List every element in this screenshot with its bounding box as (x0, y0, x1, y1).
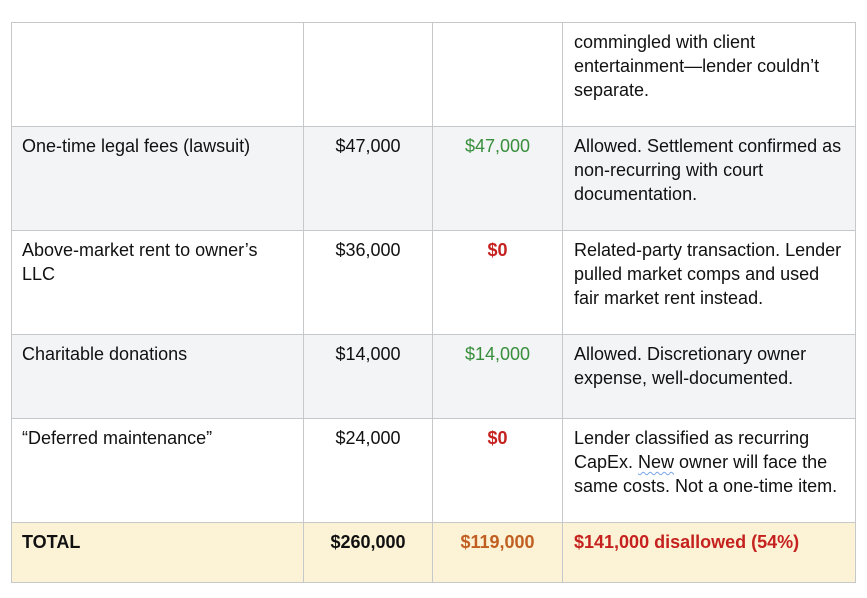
allowed-amount: $119,000 (460, 532, 535, 552)
cell-item[interactable]: One-time legal fees (lawsuit) (11, 126, 304, 231)
claimed-amount: $36,000 (335, 240, 401, 260)
allowed-amount: $0 (487, 428, 508, 448)
cell-notes[interactable]: Lender classified as recurring CapEx. Ne… (562, 418, 856, 523)
claimed-amount: $24,000 (335, 428, 401, 448)
table-row: “Deferred maintenance” $24,000 $0 Lender… (11, 418, 856, 523)
table-row: Charitable donations $14,000 $14,000 All… (11, 334, 856, 419)
claimed-amount: $47,000 (335, 136, 401, 156)
cell-claimed-amount[interactable]: $36,000 (303, 230, 433, 335)
cell-claimed-amount[interactable]: $14,000 (303, 334, 433, 419)
notes-text: owner will face the same costs. Not a on… (574, 452, 838, 496)
spellcheck-flagged-word[interactable]: New (638, 452, 675, 472)
cell-item[interactable]: TOTAL (11, 522, 304, 583)
cell-claimed-amount[interactable] (303, 22, 433, 127)
cell-claimed-amount[interactable]: $24,000 (303, 418, 433, 523)
cell-allowed-amount[interactable]: $14,000 (432, 334, 563, 419)
notes-text: Allowed. Discretionary owner expense, we… (574, 344, 807, 388)
cell-item[interactable]: Above-market rent to owner’s LLC (11, 230, 304, 335)
cell-claimed-amount[interactable]: $260,000 (303, 522, 433, 583)
item-label: “Deferred maintenance” (22, 428, 213, 448)
notes-text: commingled with client entertainment—len… (574, 32, 820, 100)
notes-text: Related-party transaction. Lender pulled… (574, 240, 842, 308)
cell-allowed-amount[interactable] (432, 22, 563, 127)
allowed-amount: $14,000 (464, 344, 531, 364)
cell-item[interactable] (11, 22, 304, 127)
cell-allowed-amount[interactable]: $0 (432, 230, 563, 335)
cell-notes[interactable]: Allowed. Settlement confirmed as non-rec… (562, 126, 856, 231)
cell-allowed-amount[interactable]: $47,000 (432, 126, 563, 231)
table-row: commingled with client entertainment—len… (11, 22, 856, 127)
notes-text: Allowed. Settlement confirmed as non-rec… (574, 136, 842, 204)
cell-notes[interactable]: commingled with client entertainment—len… (562, 22, 856, 127)
cell-claimed-amount[interactable]: $47,000 (303, 126, 433, 231)
claimed-amount: $260,000 (330, 532, 406, 552)
claimed-amount: $14,000 (335, 344, 401, 364)
table-row: TOTAL $260,000 $119,000 $141,000 disallo… (11, 522, 856, 583)
notes-text: Lender classified as recurring CapEx. (574, 428, 810, 472)
cell-item[interactable]: Charitable donations (11, 334, 304, 419)
table-row: Above-market rent to owner’s LLC $36,000… (11, 230, 856, 335)
addback-analysis-table: commingled with client entertainment—len… (11, 22, 856, 583)
item-label: One-time legal fees (lawsuit) (22, 136, 251, 156)
cell-allowed-amount[interactable]: $119,000 (432, 522, 563, 583)
item-label: Above-market rent to owner’s LLC (22, 240, 258, 284)
cell-allowed-amount[interactable]: $0 (432, 418, 563, 523)
table-row: One-time legal fees (lawsuit) $47,000 $4… (11, 126, 856, 231)
cell-item[interactable]: “Deferred maintenance” (11, 418, 304, 523)
cell-notes[interactable]: Allowed. Discretionary owner expense, we… (562, 334, 856, 419)
item-label: Charitable donations (22, 344, 188, 364)
allowed-amount: $0 (487, 240, 508, 260)
allowed-amount: $47,000 (464, 136, 531, 156)
cell-notes[interactable]: $141,000 disallowed (54%) (562, 522, 856, 583)
notes-text: $141,000 disallowed (54%) (574, 532, 800, 552)
cell-notes[interactable]: Related-party transaction. Lender pulled… (562, 230, 856, 335)
item-label: TOTAL (22, 532, 81, 552)
